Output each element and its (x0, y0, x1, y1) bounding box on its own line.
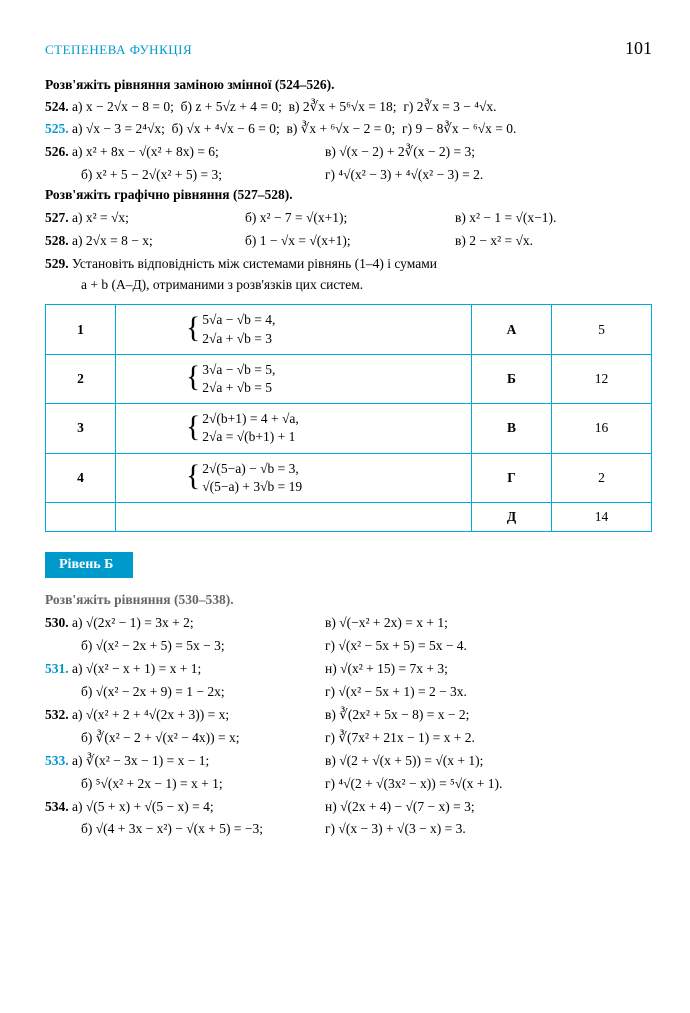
intro-524: Розв'яжіть рівняння заміною змінної (524… (45, 77, 652, 93)
intro-527: Розв'яжіть графічно рівняння (527–528). (45, 187, 652, 203)
table-row: 4 {2√(5−a) − √b = 3,√(5−a) + 3√b = 19 Г … (46, 453, 652, 502)
problem-532-row1: 532. а) √(x² + 2 + ⁴√(2x + 3)) = x; в) ∛… (45, 704, 652, 727)
level-b-ribbon: Рівень Б (45, 552, 133, 578)
section-title: СТЕПЕНЕВА ФУНКЦІЯ (45, 42, 192, 58)
problem-528: 528. а) 2√x = 8 − x; б) 1 − √x = √(x+1);… (45, 230, 652, 253)
problem-530-row2: б) √(x² − 2x + 5) = 5x − 3; г) √(x² − 5x… (45, 635, 652, 658)
problem-533-row1: 533. а) ∛(x² − 3x − 1) = x − 1; в) √(2 +… (45, 750, 652, 773)
problem-531-row1: 531. а) √(x² − x + 1) = x + 1; н) √(x² +… (45, 658, 652, 681)
problem-530-row1: 530. а) √(2x² − 1) = 3x + 2; в) √(−x² + … (45, 612, 652, 635)
table-row: 3 {2√(b+1) = 4 + √a,2√a = √(b+1) + 1 В 1… (46, 404, 652, 453)
intro-530: Розв'яжіть рівняння (530–538). (45, 592, 652, 608)
table-row: 1 {5√a − √b = 4,2√a + √b = 3 А 5 (46, 305, 652, 354)
table-row: Д 14 (46, 503, 652, 532)
problem-531-row2: б) √(x² − 2x + 9) = 1 − 2x; г) √(x² − 5x… (45, 681, 652, 704)
problem-525: 525. а) √x − 3 = 2⁴√x; б) √x + ⁴√x − 6 =… (45, 119, 652, 140)
problem-529-text1: 529. Установіть відповідність між систем… (45, 254, 652, 275)
table-row: 2 {3√a − √b = 5,2√a + √b = 5 Б 12 (46, 354, 652, 403)
problem-524: 524. а) x − 2√x − 8 = 0; б) z + 5√z + 4 … (45, 97, 652, 118)
problem-526-row1: 526. а) x² + 8x − √(x² + 8x) = 6; в) √(x… (45, 141, 652, 164)
match-table: 1 {5√a − √b = 4,2√a + √b = 3 А 5 2 {3√a … (45, 304, 652, 532)
problem-529-text2: a + b (А–Д), отриманими з розв'язків цих… (45, 275, 652, 296)
page-number: 101 (625, 38, 652, 59)
problem-532-row2: б) ∛(x² − 2 + √(x² − 4x)) = x; г) ∛(7x² … (45, 727, 652, 750)
problem-533-row2: б) ⁵√(x² + 2x − 1) = x + 1; г) ⁴√(2 + √(… (45, 773, 652, 796)
problem-534-row2: б) √(4 + 3x − x²) − √(x + 5) = −3; г) √(… (45, 818, 652, 841)
problem-534-row1: 534. а) √(5 + x) + √(5 − x) = 4; н) √(2x… (45, 796, 652, 819)
problem-526-row2: б) x² + 5 − 2√(x² + 5) = 3; г) ⁴√(x² − 3… (45, 164, 652, 187)
problem-527: 527. а) x² = √x; б) x² − 7 = √(x+1); в) … (45, 207, 652, 230)
